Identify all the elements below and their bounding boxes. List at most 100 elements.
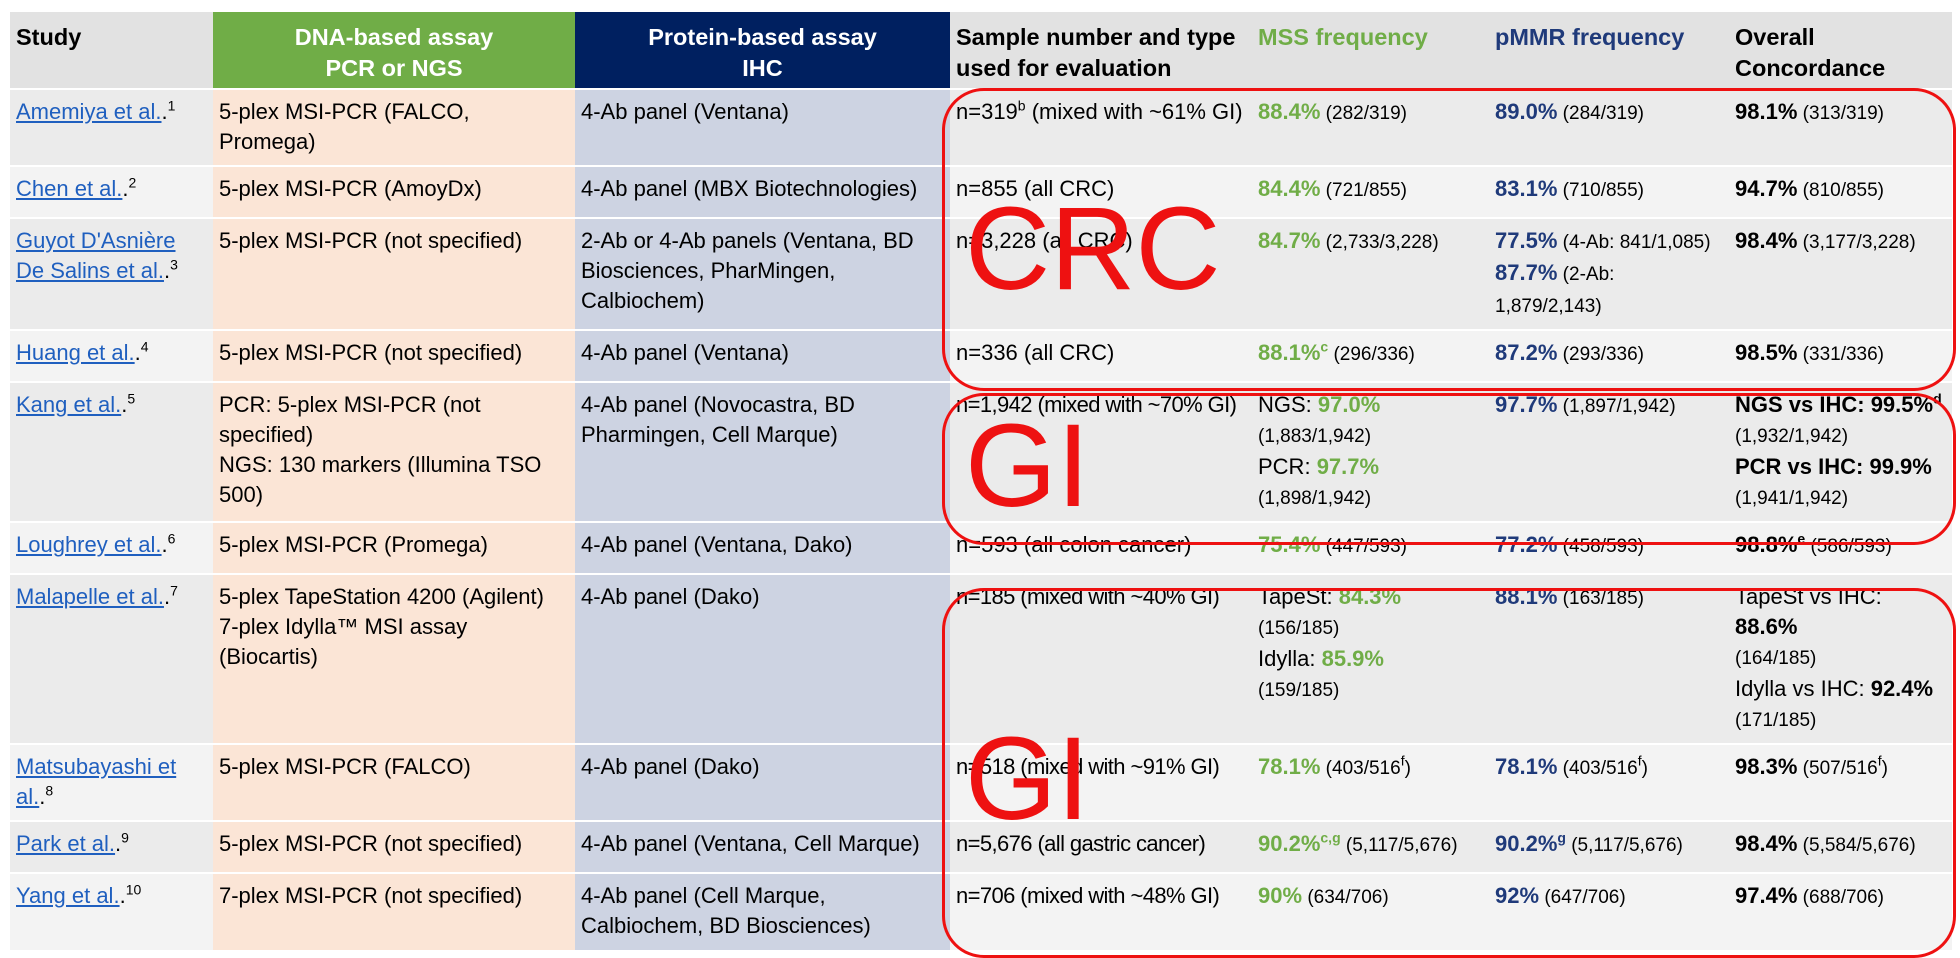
pmmr-fraction: (647/706) [1539,887,1626,908]
protein-cell: 4-Ab panel (Dako) [575,573,950,744]
study-link[interactable]: Huang et al. [16,340,135,365]
mss-fraction: (447/593) [1320,536,1408,557]
overall-value: 98.4% [1735,228,1798,253]
mss-fraction: (634/706) [1302,887,1389,908]
overall-fraction: (688/706) [1797,887,1885,908]
pmmr-value: 92% [1495,883,1540,908]
overall-cell: 98.5% (331/336) [1729,329,1952,382]
header-sample: Sample number and type used for evaluati… [950,12,1252,89]
pmmr-value: 77.5% [1495,228,1558,253]
protein-cell: 2-Ab or 4-Ab panels (Ventana, BD Bioscie… [575,217,950,330]
mss-fraction: (5,117/5,676) [1340,835,1458,856]
header-protein-assay: Protein-based assay IHC [575,12,950,89]
sample-cell: n=518 (mixed with ~91% GI) [950,743,1252,821]
overall-fraction-1: (1,932/1,942) [1735,426,1849,447]
overall-fraction: (3,177/3,228) [1797,232,1916,253]
ref-sup: 8 [45,782,54,799]
mss-label-2: PCR: [1258,454,1317,479]
mss-cell: 78.1% (403/516f) [1252,743,1489,821]
dna-cell: PCR: 5-plex MSI-PCR (not specified) NGS: … [213,381,575,522]
protein-cell: 4-Ab panel (Ventana, Dako) [575,521,950,574]
mss-fraction-1: (156/185) [1258,618,1340,639]
header-protein-line1: Protein-based assay [648,24,877,50]
table-row: Malapelle et al..7 5-plex TapeStation 42… [10,573,1952,744]
table-row: Loughrey et al..6 5-plex MSI-PCR (Promeg… [10,521,1952,574]
mss-fraction: (2,733/3,228) [1320,232,1439,253]
header-protein-line2: IHC [742,55,783,81]
overall-cell: 98.4% (3,177/3,228) [1729,217,1952,330]
pmmr-value-2: 87.7% [1495,260,1558,285]
overall-cell: NGS vs IHC: 99.5%d (1,932/1,942) PCR vs IH… [1729,381,1952,522]
overall-value: 98.8% [1735,532,1798,557]
mss-cell: 84.7% (2,733/3,228) [1252,217,1489,330]
overall-fraction: (313/319) [1797,103,1885,124]
sample-cell: n=1,942 (mixed with ~70% GI) [950,381,1252,522]
pmmr-fraction: (403/516 [1557,758,1638,779]
dna-line-2: NGS: 130 markers (Illumina TSO 500) [219,452,542,507]
pmmr-fraction: (284/319) [1557,103,1645,124]
overall-value: 97.4% [1735,883,1798,908]
overall-value: 98.1% [1735,99,1798,124]
mss-cell: TapeSt: 84.3% (156/185) Idylla: 85.9% (159/… [1252,573,1489,744]
table-row: Huang et al..4 5-plex MSI-PCR (not speci… [10,329,1952,382]
study-cell: Kang et al..5 [10,381,213,522]
header-dna-line2: PCR or NGS [325,55,463,81]
study-link[interactable]: Malapelle et al. [16,584,164,609]
pmmr-cell: 92% (647/706) [1489,872,1729,950]
study-link[interactable]: Chen et al. [16,176,123,201]
study-cell: Chen et al..2 [10,165,213,218]
study-link[interactable]: Loughrey et al. [16,532,162,557]
overall-fraction: (507/516 [1797,758,1878,779]
dna-cell: 5-plex MSI-PCR (FALCO) [213,743,575,821]
overall-fraction-1: (164/185) [1735,648,1817,669]
study-link[interactable]: Park et al. [16,831,116,856]
study-link[interactable]: Amemiya et al. [16,99,162,124]
mss-cell: 88.1%c (296/336) [1252,329,1489,382]
overall-fraction-2: (1,941/1,942) [1735,488,1849,509]
pmmr-fraction: (5,117/5,676) [1565,835,1683,856]
study-link[interactable]: Guyot D'Asnière De Salins et al. [16,228,176,283]
ref-sup: 4 [140,338,149,355]
protein-cell: 4-Ab panel (Ventana) [575,88,950,166]
study-cell: Matsubayashi et al..8 [10,743,213,821]
study-link[interactable]: Kang et al. [16,392,122,417]
sample-cell: n=336 (all CRC) [950,329,1252,382]
mss-cell: 75.4% (447/593) [1252,521,1489,574]
mss-value: 84.7% [1258,228,1321,253]
concordance-table-slide: Study DNA-based assay PCR or NGS Protein-… [10,12,1956,958]
overall-label-1: NGS vs IHC: 99.5% [1735,392,1934,417]
ref-sup: 9 [121,829,129,846]
overall-cell: 97.4% (688/706) [1729,872,1952,950]
study-link[interactable]: Matsubayashi et al. [16,754,177,809]
pmmr-cell: 89.0% (284/319) [1489,88,1729,166]
protein-cell: 4-Ab panel (MBX Biotechnologies) [575,165,950,218]
overall-value: 98.4% [1735,831,1798,856]
sample-sup: b [1017,97,1026,114]
table-row: Yang et al..10 7-plex MSI-PCR (not speci… [10,872,1952,950]
pmmr-fraction: (458/593) [1557,536,1645,557]
ref-sup: 2 [128,174,137,191]
study-cell: Park et al..9 [10,820,213,873]
dna-cell: 5-plex MSI-PCR (AmoyDx) [213,165,575,218]
overall-cell: 94.7% (810/855) [1729,165,1952,218]
study-cell: Amemiya et al..1 [10,88,213,166]
mss-fraction: (282/319) [1320,103,1408,124]
mss-sup: c,g [1320,829,1341,846]
overall-cell: 98.1% (313/319) [1729,88,1952,166]
overall-fraction: (810/855) [1797,180,1885,201]
ref-sup: 5 [127,390,136,407]
overall-value: 94.7% [1735,176,1798,201]
mss-fraction: (403/516 [1320,758,1401,779]
sample-cell: n=5,676 (all gastric cancer) [950,820,1252,873]
dna-cell: 7-plex MSI-PCR (not specified) [213,872,575,950]
overall-fraction: (586/593) [1805,536,1892,557]
study-link[interactable]: Yang et al. [16,883,120,908]
pmmr-value: 83.1% [1495,176,1558,201]
dna-cell: 5-plex MSI-PCR (FALCO, Promega) [213,88,575,166]
overall-value-2: 92.4% [1870,676,1934,701]
sample-cell: n=706 (mixed with ~48% GI) [950,872,1252,950]
pmmr-cell: 97.7% (1,897/1,942) [1489,381,1729,522]
table-row: Park et al..9 5-plex MSI-PCR (not specif… [10,820,1952,873]
overall-cell: TapeSt vs IHC: 88.6% (164/185) Idylla vs IH… [1729,573,1952,744]
pmmr-fraction: (4-Ab: 841/1,085) [1557,232,1711,253]
